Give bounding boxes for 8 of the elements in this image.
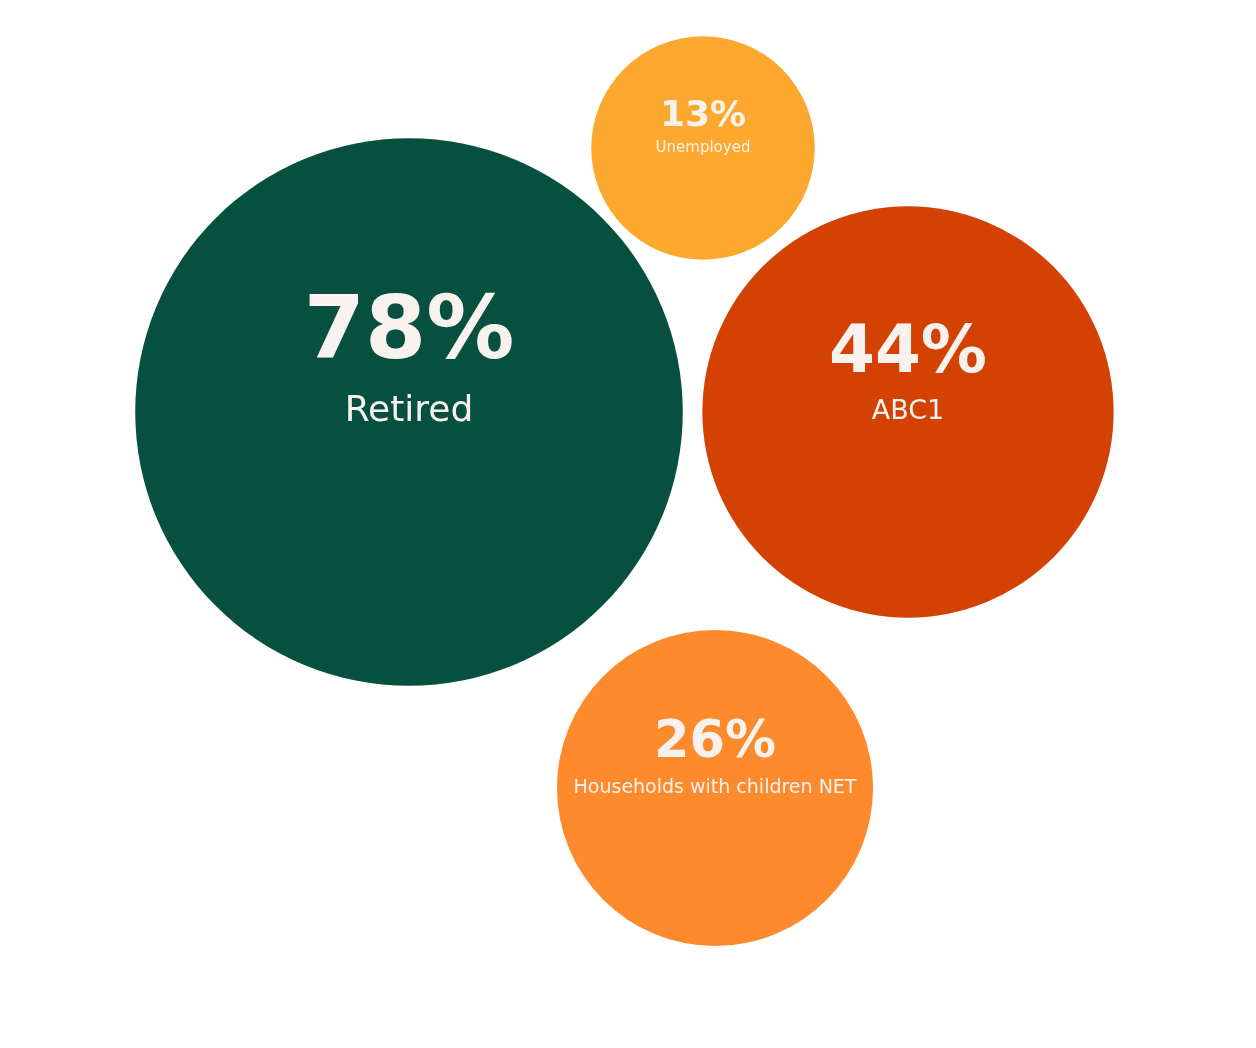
category-label: Retired — [344, 388, 474, 430]
data-label: 44% — [829, 310, 987, 388]
data-label: 26% — [653, 709, 777, 769]
category-label: Households with children NET — [573, 774, 857, 797]
data-label: 13% — [659, 93, 747, 135]
category-label: Unemployed — [655, 137, 751, 156]
category-label: ABC1 — [871, 394, 945, 426]
data-label: 78% — [303, 276, 515, 380]
